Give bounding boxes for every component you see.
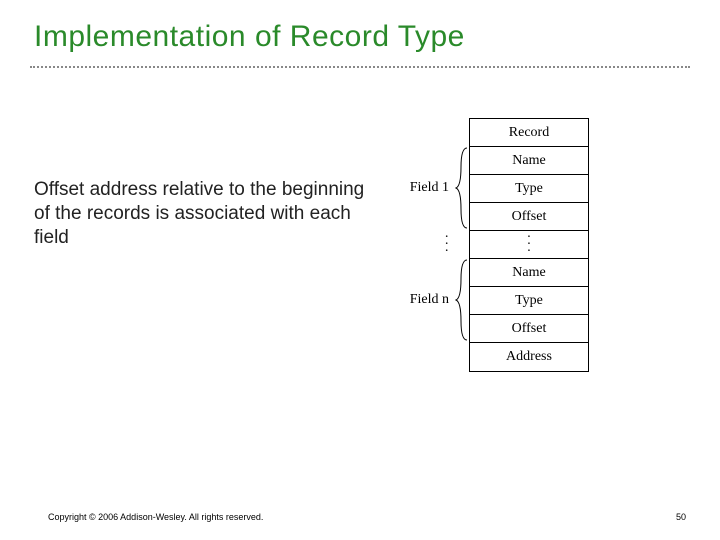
fieldn-label: Field n — [389, 258, 449, 342]
table-cell: Offset — [470, 203, 588, 231]
table-cell: Name — [470, 147, 588, 175]
copyright-footer: Copyright © 2006 Addison-Wesley. All rig… — [48, 512, 263, 522]
vdots-icon: ··· — [444, 232, 449, 257]
table-cell: Record — [470, 119, 588, 147]
brace-icon — [455, 258, 469, 342]
field-labels-column: Field 1 ··· Field n — [389, 118, 449, 370]
table-cell: Type — [470, 287, 588, 315]
field1-label: Field 1 — [389, 146, 449, 230]
table-cell: Type — [470, 175, 588, 203]
content-area: Offset address relative to the beginning… — [0, 68, 720, 372]
table-cell: Address — [470, 343, 588, 371]
table-cell: Name — [470, 259, 588, 287]
body-text: Offset address relative to the beginning… — [34, 178, 379, 249]
vdots-icon: ··· — [527, 232, 532, 257]
table-cell-gap: ··· — [470, 231, 588, 259]
slide-title: Implementation of Record Type — [0, 0, 720, 66]
brackets-column — [455, 118, 469, 370]
page-number: 50 — [676, 512, 686, 522]
record-table: Record Name Type Offset ··· Name Type Of… — [469, 118, 589, 372]
record-diagram: Field 1 ··· Field n Record Name Type Off… — [389, 118, 589, 372]
table-cell: Offset — [470, 315, 588, 343]
brace-icon — [455, 146, 469, 230]
